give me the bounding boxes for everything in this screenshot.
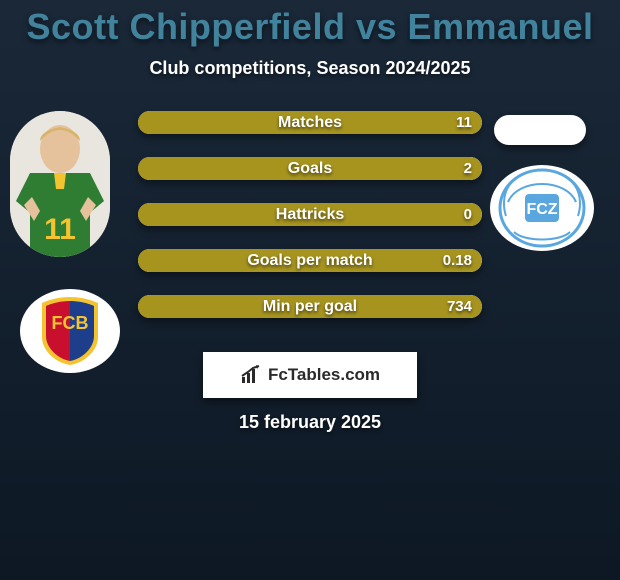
stat-value-right: 0.18	[443, 252, 472, 269]
chart-icon	[240, 365, 262, 385]
stat-bar: Hattricks 0	[138, 203, 482, 226]
brand-card[interactable]: FcTables.com	[203, 352, 417, 398]
player-left-illustration: 11	[10, 111, 110, 257]
stat-value-right: 2	[464, 160, 472, 177]
player-left-avatar: 11	[10, 111, 110, 257]
stat-bar: Matches 11	[138, 111, 482, 134]
club-badge-left: FCB	[20, 289, 120, 373]
player-left-number: 11	[44, 213, 76, 246]
fc-zurich-icon: FCZ	[497, 168, 587, 248]
date-text: 15 february 2025	[0, 412, 620, 433]
stat-bar: Goals per match 0.18	[138, 249, 482, 272]
comparison-area: 11 FCB FCZ Matches11Goals2Hattricks	[0, 111, 620, 318]
stat-value-right: 734	[447, 298, 472, 315]
stat-label: Goals per match	[247, 252, 372, 270]
club-badge-right: FCZ	[490, 165, 594, 251]
stat-value-right: 0	[464, 206, 472, 223]
page-title: Scott Chipperfield vs Emmanuel	[0, 0, 620, 48]
svg-text:FCZ: FCZ	[526, 201, 557, 218]
stat-bar: Min per goal 734	[138, 295, 482, 318]
stat-label: Min per goal	[263, 298, 357, 316]
page-subtitle: Club competitions, Season 2024/2025	[0, 58, 620, 79]
brand-text: FcTables.com	[268, 365, 380, 385]
stat-label: Goals	[288, 160, 332, 178]
stat-bars: Matches 11 Goals 2 Hattricks 0 Goals per match…	[138, 111, 482, 318]
stat-bar: Goals 2	[138, 157, 482, 180]
stat-label: Hattricks	[276, 206, 344, 224]
stat-value-right: 11	[456, 114, 472, 131]
player-right-avatar	[494, 115, 586, 145]
svg-text:FCB: FCB	[52, 313, 89, 333]
stat-label: Matches	[278, 114, 342, 132]
fc-basel-icon: FCB	[32, 293, 108, 369]
